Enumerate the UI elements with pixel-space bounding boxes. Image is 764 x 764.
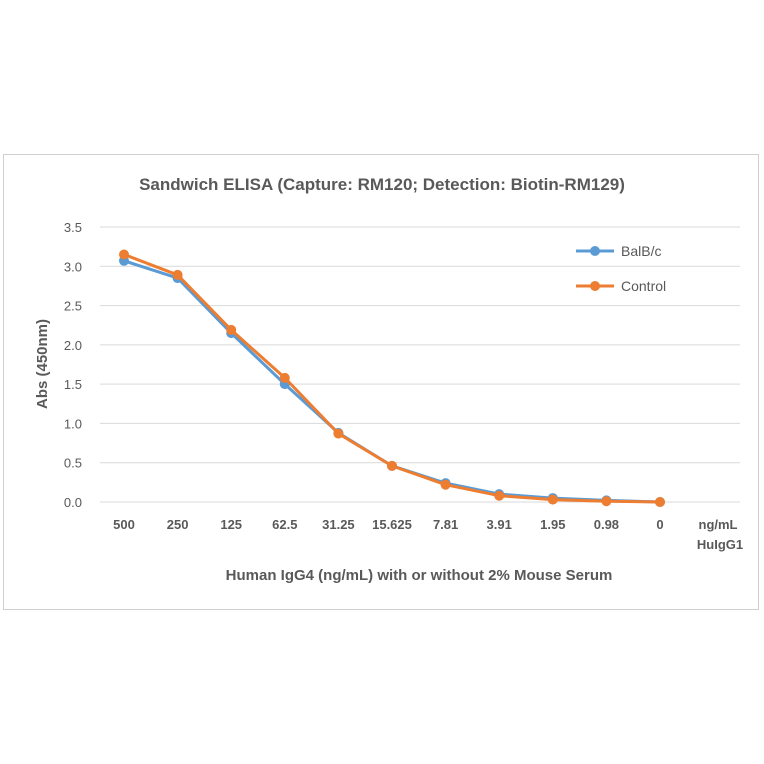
x-tick-label-4: 31.25 — [322, 517, 355, 532]
y-axis-title: Abs (450nm) — [34, 319, 51, 409]
data-point-1-10 — [655, 497, 665, 507]
x-tick-label-3: 62.5 — [272, 517, 297, 532]
data-series — [119, 249, 665, 507]
y-tick-label-3: 1.5 — [64, 377, 82, 392]
x-tick-label-0: 500 — [113, 517, 135, 532]
data-point-1-9 — [601, 496, 612, 507]
x-tick-label-6: 7.81 — [433, 517, 458, 532]
data-point-1-4 — [333, 428, 344, 439]
chart-title: Sandwich ELISA (Capture: RM120; Detectio… — [139, 175, 625, 194]
data-point-1-2 — [226, 324, 237, 335]
legend: BalB/c Control — [576, 243, 666, 294]
legend-label-balbc: BalB/c — [621, 243, 661, 259]
data-point-1-8 — [547, 494, 558, 505]
y-tick-labels: 0.0 0.5 1.0 1.5 2.0 2.5 3.0 3.5 — [64, 220, 82, 510]
data-point-1-5 — [387, 460, 397, 471]
y-tick-label-5: 2.5 — [64, 299, 82, 314]
data-point-1-7 — [494, 490, 505, 501]
y-tick-label-0: 0.0 — [64, 495, 82, 510]
x-tick-labels: 500 250 125 62.5 31.25 15.625 7.81 3.91 1.95 0.98… — [113, 517, 663, 532]
y-tick-label-6: 3.0 — [64, 259, 82, 274]
x-tick-label-7: 3.91 — [487, 517, 512, 532]
x-axis-title: Human IgG4 (ng/mL) with or without 2% Mo… — [226, 567, 613, 584]
x-unit-label-line2: HuIgG1 — [697, 537, 743, 552]
x-tick-label-5: 15.625 — [372, 517, 412, 532]
data-point-1-3 — [279, 372, 290, 383]
x-tick-label-2: 125 — [220, 517, 242, 532]
x-tick-label-8: 1.95 — [540, 517, 565, 532]
legend-marker-balbc — [590, 246, 600, 256]
data-point-1-6 — [440, 479, 451, 490]
y-tick-label-2: 1.0 — [64, 416, 82, 431]
x-tick-label-10: 0 — [656, 517, 663, 532]
y-tick-label-1: 0.5 — [64, 456, 82, 471]
chart-frame — [3, 154, 759, 610]
y-tick-label-7: 3.5 — [64, 220, 82, 235]
legend-marker-control — [590, 281, 600, 291]
y-tick-label-4: 2.0 — [64, 338, 82, 353]
gridlines — [100, 226, 740, 503]
data-point-1-1 — [172, 269, 183, 280]
x-tick-label-1: 250 — [167, 517, 189, 532]
x-tick-label-9: 0.98 — [594, 517, 619, 532]
legend-label-control: Control — [621, 278, 666, 294]
data-point-1-0 — [119, 249, 129, 260]
x-unit-label-line1: ng/mL — [699, 517, 738, 532]
